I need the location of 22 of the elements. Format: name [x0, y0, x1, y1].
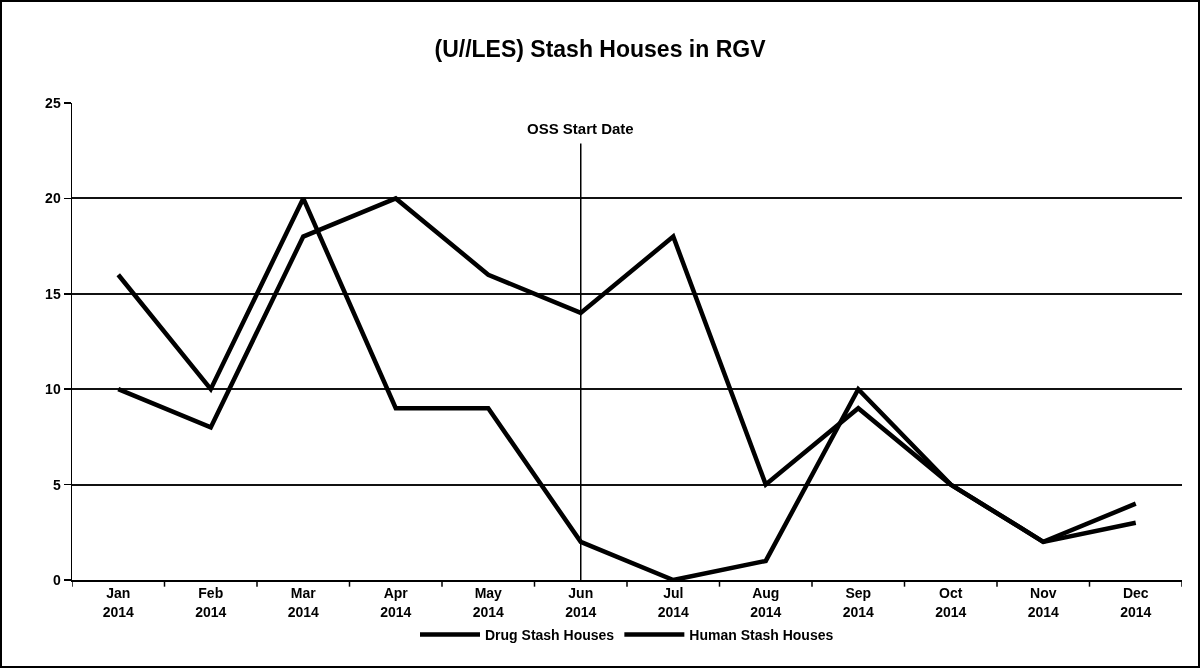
x-tick-label: Mar 2014	[287, 585, 320, 620]
y-tick-label: 5	[52, 476, 61, 493]
ref-line-label: OSS Start Date	[527, 120, 634, 137]
x-tick-label: Apr 2014	[380, 585, 412, 620]
y-tick-label: 25	[45, 94, 61, 111]
legend-label: Drug Stash Houses	[485, 626, 615, 643]
x-tick-label: Oct 2014	[935, 585, 967, 620]
x-tick-label: Nov 2014	[1027, 585, 1060, 620]
legend-label: Human Stash Houses	[689, 626, 834, 643]
y-tick-label: 10	[45, 381, 61, 398]
x-tick-label: Jul 2014	[657, 585, 690, 620]
x-tick-label: Aug 2014	[750, 585, 782, 620]
chart-title: (U//LES) Stash Houses in RGV	[434, 36, 767, 63]
x-tick-label: Jun 2014	[565, 585, 597, 620]
y-tick-label: 15	[45, 285, 61, 302]
x-tick-label: May 2014	[472, 585, 505, 620]
x-tick-label: Dec 2014	[1120, 585, 1152, 620]
x-tick-label: Sep 2014	[842, 585, 875, 620]
y-tick-label: 20	[45, 190, 61, 207]
x-tick-label: Jan 2014	[102, 585, 135, 620]
y-tick-label: 0	[52, 571, 61, 588]
x-tick-label: Feb 2014	[195, 585, 227, 620]
